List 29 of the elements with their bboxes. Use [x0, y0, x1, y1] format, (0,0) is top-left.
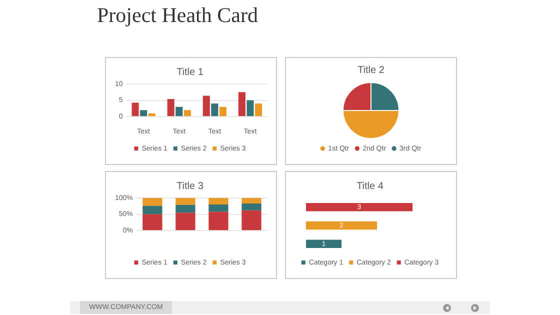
- bar: [176, 198, 196, 205]
- bar: [176, 106, 183, 116]
- chart-title: Title 2: [358, 64, 385, 76]
- chart-title: Title 1: [176, 66, 204, 78]
- bar: [132, 102, 139, 116]
- bar: [208, 204, 228, 212]
- bar: [242, 210, 262, 230]
- bar: [238, 92, 246, 116]
- bar: [184, 110, 191, 116]
- chart-title: Title 3: [176, 180, 204, 192]
- bar: [176, 204, 196, 213]
- bar: [246, 100, 254, 116]
- bar: [202, 96, 210, 116]
- bar: [242, 198, 262, 204]
- bar: [140, 110, 148, 116]
- bar: [242, 204, 262, 210]
- bar: [142, 214, 162, 230]
- bar: [211, 104, 218, 116]
- bar: [142, 206, 162, 214]
- bar: [219, 106, 226, 116]
- bar: [176, 212, 196, 230]
- bar: [142, 198, 162, 206]
- text: Project Heath Card: [97, 3, 258, 28]
- bar: [208, 212, 228, 230]
- bar: [254, 104, 262, 116]
- bar: [208, 198, 228, 205]
- bar: [148, 113, 156, 116]
- bar: [167, 98, 174, 116]
- chart-title: Title 4: [356, 180, 384, 192]
